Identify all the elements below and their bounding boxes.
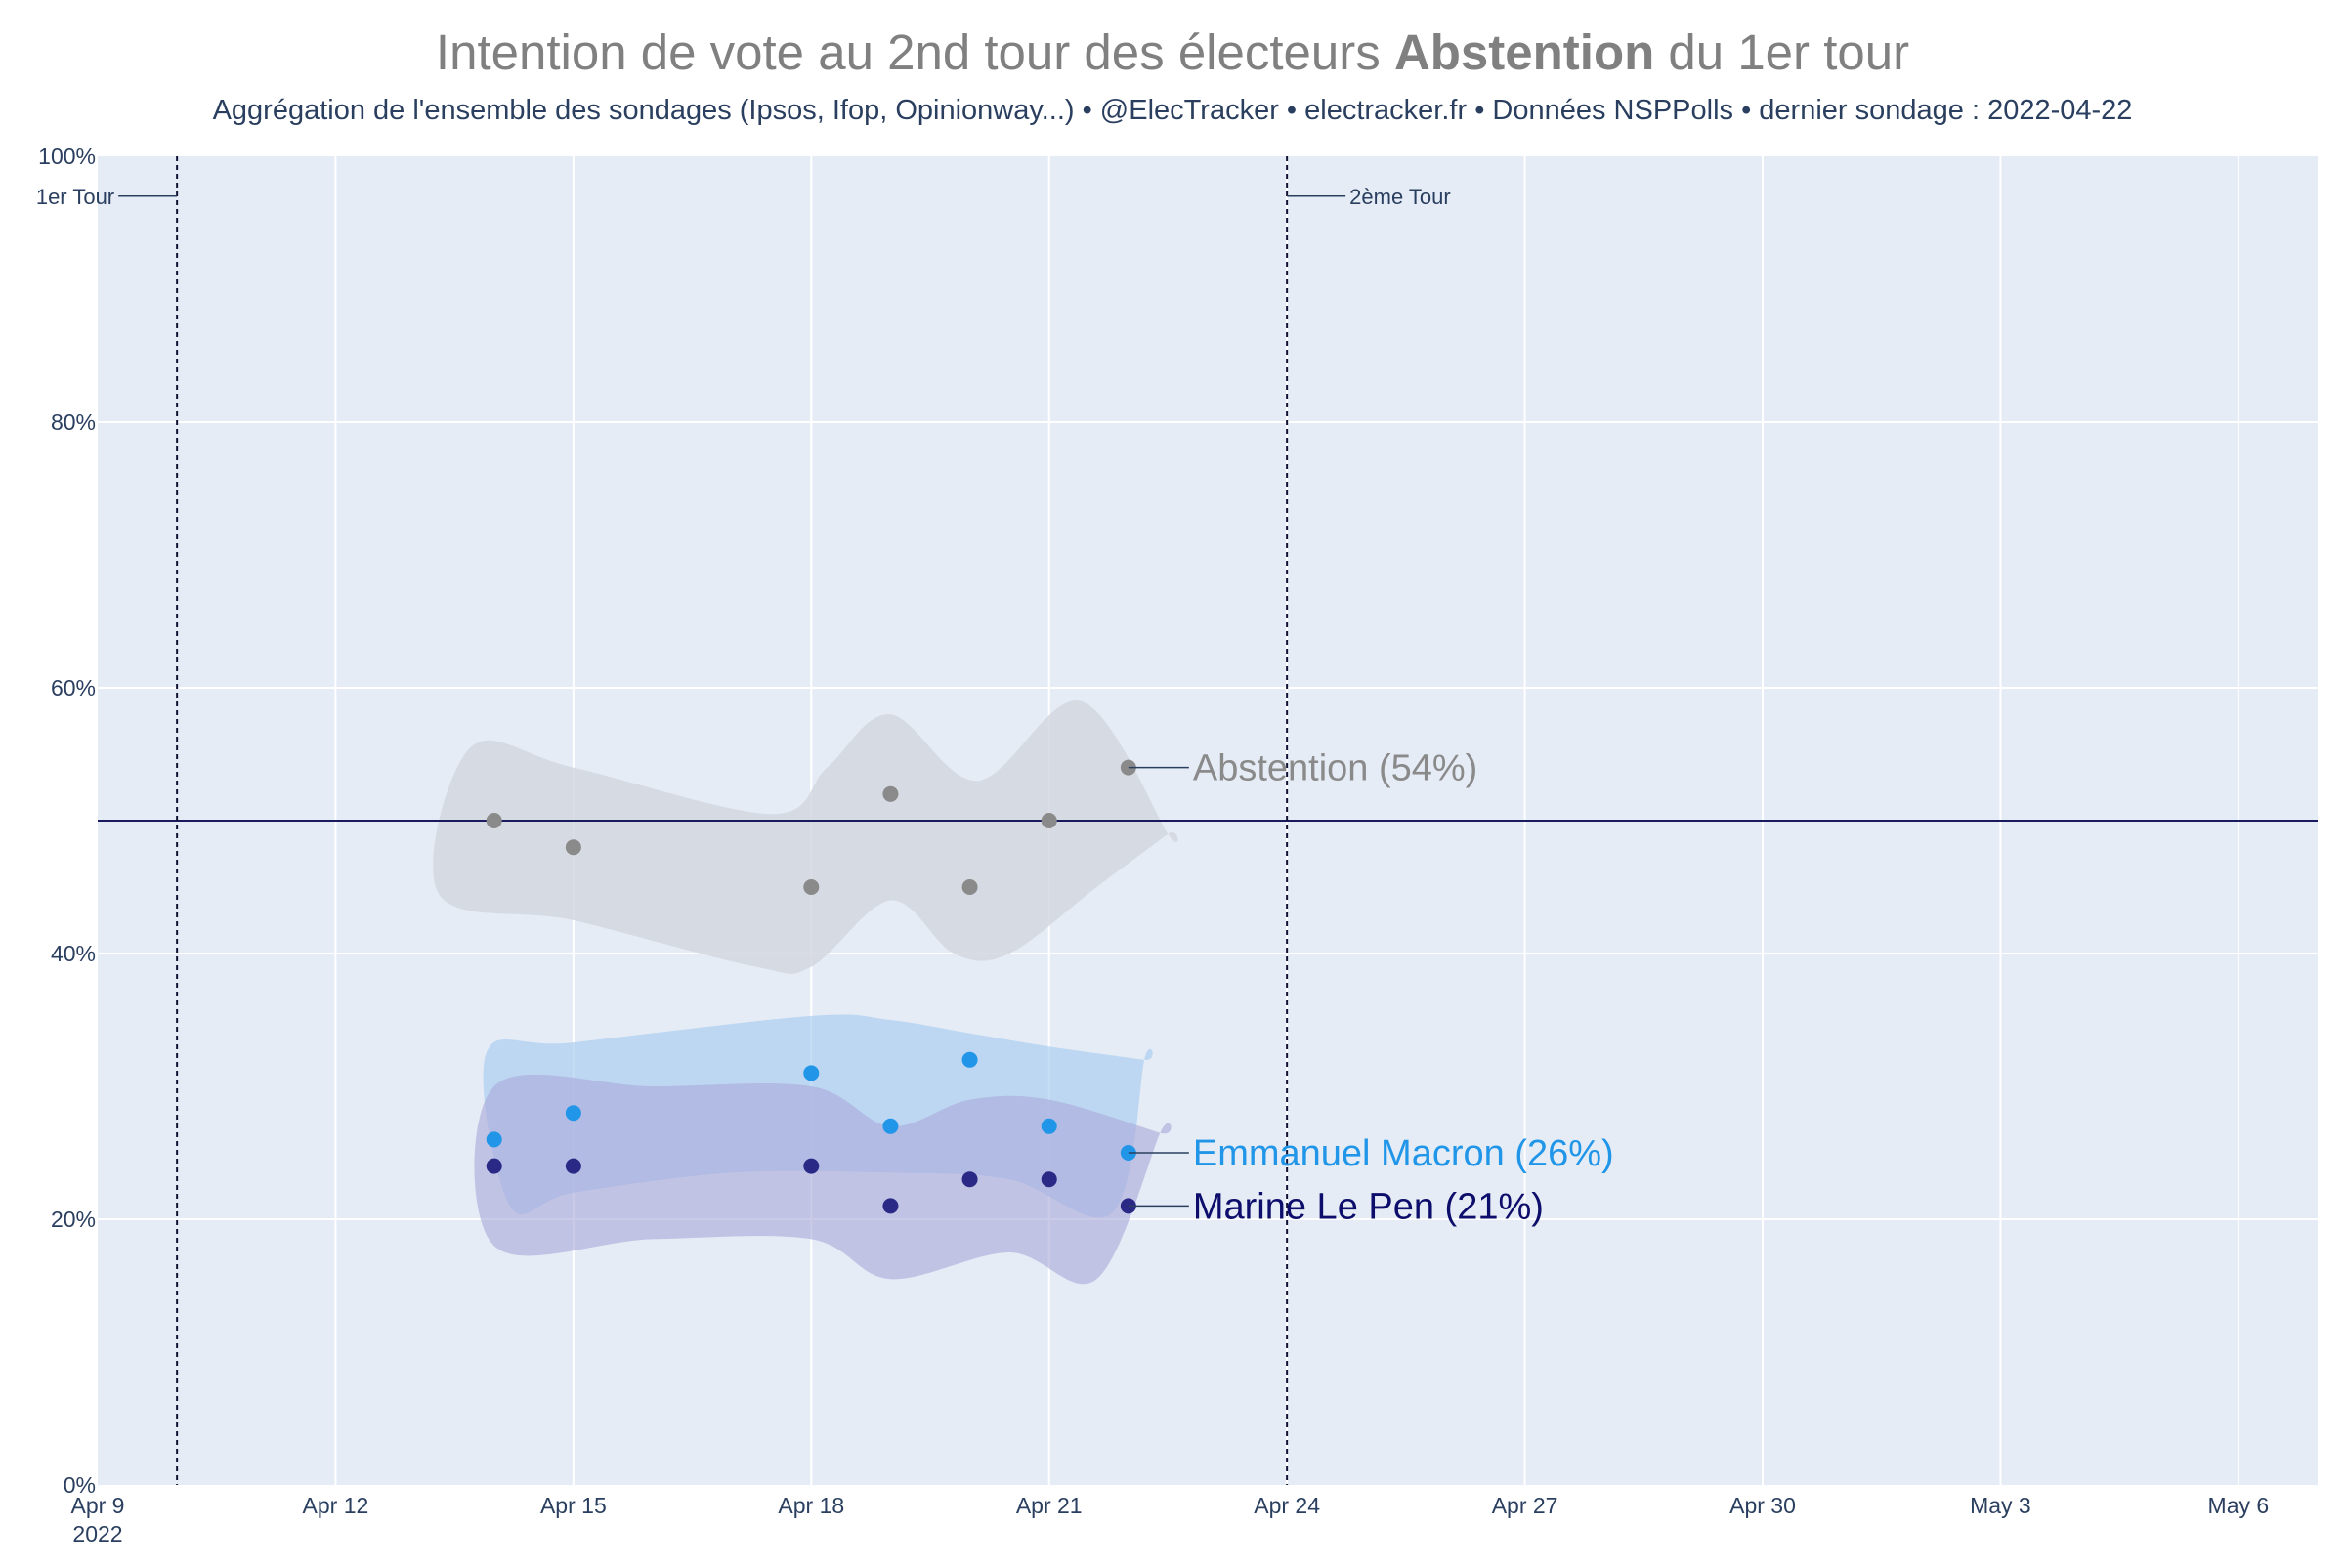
y-tick-label: 20% — [51, 1207, 96, 1232]
event-label: 1er Tour — [36, 185, 114, 209]
data-point-macron — [803, 1065, 820, 1081]
chart-title: Intention de vote au 2nd tour des électe… — [435, 24, 1910, 80]
data-point-macron — [565, 1105, 581, 1122]
data-point-abstention — [961, 879, 978, 895]
data-point-macron — [961, 1051, 978, 1068]
y-tick-label: 0% — [64, 1472, 96, 1498]
y-tick-label: 40% — [51, 941, 96, 966]
data-point-abstention — [882, 785, 899, 802]
data-point-abstention — [486, 813, 502, 828]
data-point-abstention — [803, 879, 820, 895]
band-lepen — [474, 1074, 1172, 1285]
end-label-macron: Emmanuel Macron (26%) — [1193, 1133, 1614, 1174]
axis-labels: 0% 20% 40% 60% 80% 100% Apr 9 Apr 12 Apr 15 Apr 1… — [38, 144, 2269, 1547]
x-year-label: 2022 — [72, 1521, 122, 1547]
x-tick-label: Apr 12 — [303, 1493, 369, 1518]
x-tick-label: Apr 15 — [540, 1493, 607, 1518]
end-label-abstention: Abstention (54%) — [1193, 748, 1478, 789]
x-tick-label: Apr 21 — [1016, 1493, 1083, 1518]
data-point-lepen — [882, 1198, 899, 1214]
data-point-lepen — [961, 1171, 978, 1188]
x-tick-label: Apr 27 — [1492, 1493, 1558, 1518]
x-tick-label: May 6 — [2208, 1493, 2270, 1518]
series-end-labels: Abstention (54%) Emmanuel Macron (26%) Mar… — [1128, 748, 1614, 1227]
x-tick-label: May 3 — [1970, 1493, 2031, 1518]
data-point-lepen — [565, 1158, 581, 1174]
end-label-lepen: Marine Le Pen (21%) — [1193, 1186, 1544, 1227]
data-point-macron — [486, 1131, 502, 1148]
event-markers: 1er Tour 2ème Tour — [36, 156, 1451, 1485]
y-tick-label: 80% — [51, 409, 96, 435]
chart-subtitle: Aggrégation de l'ensemble des sondages (… — [212, 95, 2133, 126]
x-tick-label: Apr 18 — [778, 1493, 844, 1518]
data-point-macron — [882, 1118, 899, 1134]
data-point-lepen — [486, 1158, 502, 1174]
y-tick-label: 100% — [38, 144, 96, 169]
band-abstention — [433, 699, 1178, 974]
y-tick-label: 60% — [51, 675, 96, 700]
data-point-abstention — [565, 839, 581, 856]
data-point-lepen — [1041, 1171, 1057, 1188]
chart-title-bold: Abstention — [1393, 24, 1655, 80]
confidence-bands — [433, 699, 1178, 1285]
data-points — [486, 759, 1136, 1214]
event-label: 2ème Tour — [1349, 185, 1451, 209]
data-point-lepen — [803, 1158, 820, 1174]
x-tick-label: Apr 30 — [1729, 1493, 1796, 1518]
data-point-macron — [1041, 1118, 1057, 1134]
data-point-abstention — [1041, 813, 1057, 828]
x-tick-label: Apr 9 — [71, 1493, 125, 1518]
x-tick-label: Apr 24 — [1254, 1493, 1320, 1518]
